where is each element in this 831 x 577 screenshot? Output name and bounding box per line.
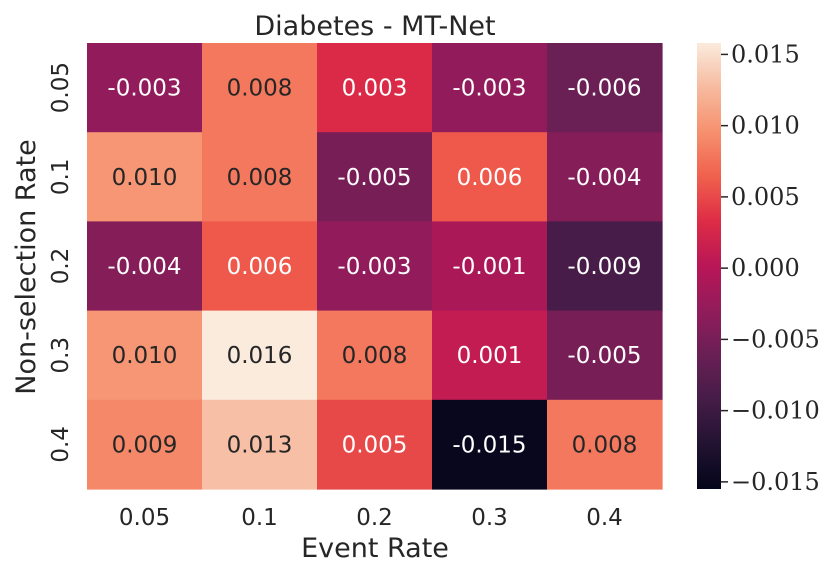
heatmap-cell bbox=[87, 399, 203, 490]
colorbar-tick-label: 0.000 bbox=[731, 254, 800, 282]
cell-value-label: 0.010 bbox=[112, 165, 178, 191]
y-tick-label: 0.3 bbox=[48, 337, 74, 374]
heatmap-cell bbox=[432, 221, 548, 312]
heatmap-cell bbox=[202, 221, 318, 312]
colorbar-tick-label: −0.010 bbox=[731, 397, 820, 425]
y-axis-label: Non-selection Rate bbox=[11, 139, 42, 394]
heatmap-cells: -0.003 0.008 0.003 -0.003 -0.006 0.010 0.008 -0… bbox=[87, 43, 663, 490]
heatmap-cell bbox=[317, 399, 433, 490]
colorbar-ticks: 0.015 0.010 0.005 0.000 −0.005 −0.010 −0.015 bbox=[721, 40, 820, 496]
cell-value-label: 0.006 bbox=[457, 165, 523, 191]
heatmap-cell bbox=[432, 399, 548, 490]
heatmap-cell bbox=[87, 310, 203, 401]
colorbar-tick-label: 0.005 bbox=[731, 183, 800, 211]
cell-value-label: -0.015 bbox=[452, 432, 526, 458]
colorbar bbox=[697, 43, 721, 489]
cell-value-label: 0.008 bbox=[342, 343, 408, 369]
cell-value-label: -0.009 bbox=[567, 254, 641, 280]
cell-value-label: -0.003 bbox=[107, 76, 181, 102]
heatmap-cell bbox=[87, 43, 203, 133]
x-tick-label: 0.1 bbox=[241, 505, 278, 531]
y-tick-label: 0.1 bbox=[48, 159, 74, 196]
cell-value-label: 0.016 bbox=[227, 343, 293, 369]
cell-value-label: -0.003 bbox=[452, 76, 526, 102]
heatmap-cell bbox=[317, 310, 433, 401]
cell-value-label: -0.006 bbox=[567, 76, 641, 102]
cell-value-label: 0.005 bbox=[342, 432, 408, 458]
cell-value-label: 0.009 bbox=[112, 432, 178, 458]
heatmap-cell bbox=[432, 43, 548, 133]
cell-value-label: -0.004 bbox=[107, 254, 181, 280]
heatmap-cell bbox=[432, 132, 548, 222]
heatmap-cell bbox=[317, 221, 433, 312]
cell-value-label: 0.008 bbox=[227, 165, 293, 191]
heatmap-cell bbox=[202, 310, 318, 401]
cell-value-label: 0.003 bbox=[342, 76, 408, 102]
x-axis-label: Event Rate bbox=[301, 533, 449, 564]
colorbar-tick-label: 0.010 bbox=[731, 112, 800, 140]
cell-value-label: -0.005 bbox=[567, 343, 641, 369]
cell-value-label: 0.008 bbox=[227, 76, 293, 102]
heatmap-cell bbox=[547, 132, 663, 222]
x-tick-label: 0.3 bbox=[471, 505, 508, 531]
y-tick-label: 0.4 bbox=[48, 426, 74, 463]
chart-title: Diabetes - MT-Net bbox=[254, 11, 495, 42]
cell-value-label: 0.001 bbox=[457, 343, 523, 369]
heatmap-cell bbox=[317, 132, 433, 222]
heatmap-cell bbox=[202, 43, 318, 133]
heatmap-cell bbox=[202, 132, 318, 222]
heatmap-cell bbox=[547, 221, 663, 312]
cell-value-label: 0.010 bbox=[112, 343, 178, 369]
colorbar-tick-label: −0.005 bbox=[731, 325, 820, 353]
cell-value-label: 0.013 bbox=[227, 432, 293, 458]
heatmap-cell bbox=[87, 221, 203, 312]
heatmap-cell bbox=[202, 399, 318, 490]
heatmap-cell bbox=[432, 310, 548, 401]
y-axis-ticks: 0.05 0.1 0.2 0.3 0.4 bbox=[48, 62, 74, 463]
cell-value-label: -0.005 bbox=[337, 165, 411, 191]
cell-value-label: -0.001 bbox=[452, 254, 526, 280]
cell-value-label: -0.003 bbox=[337, 254, 411, 280]
heatmap-cell bbox=[547, 399, 663, 490]
y-tick-label: 0.05 bbox=[48, 62, 74, 113]
x-tick-label: 0.2 bbox=[356, 505, 393, 531]
heatmap-cell bbox=[87, 132, 203, 222]
heatmap-cell bbox=[317, 43, 433, 133]
heatmap-cell bbox=[547, 310, 663, 401]
x-tick-label: 0.4 bbox=[586, 505, 623, 531]
cell-value-label: 0.008 bbox=[572, 432, 638, 458]
x-tick-label: 0.05 bbox=[119, 505, 170, 531]
heatmap-cell bbox=[547, 43, 663, 133]
y-tick-label: 0.2 bbox=[48, 248, 74, 285]
colorbar-tick-label: −0.015 bbox=[731, 468, 820, 496]
cell-value-label: 0.006 bbox=[227, 254, 293, 280]
cell-value-label: -0.004 bbox=[567, 165, 641, 191]
x-axis-ticks: 0.05 0.1 0.2 0.3 0.4 bbox=[119, 505, 623, 531]
colorbar-tick-label: 0.015 bbox=[731, 40, 800, 68]
